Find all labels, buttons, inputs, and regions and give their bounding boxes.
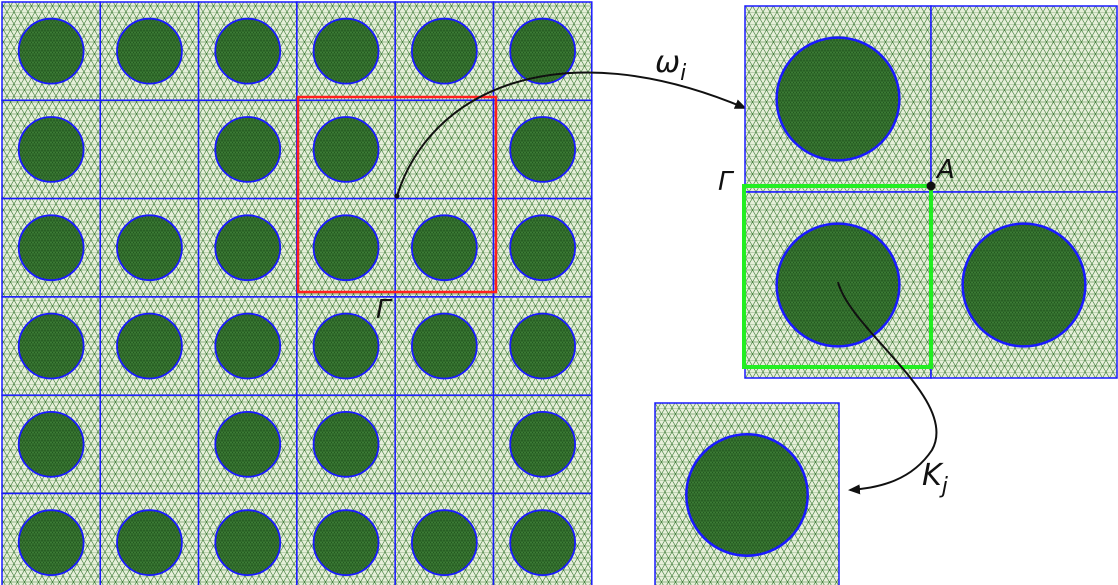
inclusion-circle <box>509 312 576 380</box>
cell-background <box>394 394 495 495</box>
inclusion-circle <box>312 17 380 85</box>
k-label: Kj <box>922 458 949 499</box>
inclusion-circle <box>312 312 380 380</box>
inclusion-circle <box>961 222 1087 348</box>
inclusion-circle <box>312 116 380 183</box>
inclusion-circle <box>411 214 478 282</box>
grid-cell-r1-c3 <box>296 99 396 200</box>
point-a-marker <box>926 181 936 191</box>
grid-cell-r0-c4 <box>394 1 495 102</box>
grid-cell-r2-c5 <box>492 197 593 298</box>
grid-cell-r0-c2 <box>197 1 298 102</box>
grid-cell-r4-c3 <box>296 394 396 495</box>
grid-cell-r0-c0 <box>1 1 102 102</box>
inclusion-circle <box>775 36 901 162</box>
cell-background <box>99 394 200 495</box>
fine-cell <box>654 402 840 585</box>
patch-cell-r0-c1 <box>930 5 1118 193</box>
patch-cell-r0-c0 <box>744 5 932 193</box>
grid-cell-r4-c2 <box>197 394 298 495</box>
grid-cell-r4-c4 <box>394 394 495 495</box>
zoomed-patch <box>744 5 1118 379</box>
inclusion-circle <box>411 17 478 85</box>
grid-cell-r5-c4 <box>394 492 495 585</box>
inclusion-circle <box>116 17 183 85</box>
grid-cell-r3-c2 <box>197 296 298 396</box>
inclusion-circle <box>116 509 183 576</box>
inclusion-circle <box>509 214 576 282</box>
inclusion-circle <box>17 17 85 85</box>
grid-cell-r0-c1 <box>99 1 200 102</box>
grid-cell-r2-c2 <box>197 197 298 298</box>
grid-cell-r1-c4 <box>394 99 495 200</box>
patch-cell-r1-c1 <box>930 191 1118 379</box>
inclusion-circle <box>116 312 183 380</box>
grid-cell-r3-c0 <box>1 296 102 396</box>
cell-background <box>930 5 1118 193</box>
inclusion-circle <box>509 411 576 478</box>
grid-cell-r5-c5 <box>492 492 593 585</box>
grid-cell-r0-c3 <box>296 1 396 102</box>
cell-background <box>394 99 495 200</box>
inclusion-circle <box>17 411 85 478</box>
grid-cell-r3-c5 <box>492 296 593 396</box>
inclusion-circle <box>17 509 85 576</box>
inclusion-circle <box>214 17 282 85</box>
inclusion-circle <box>214 116 282 183</box>
inclusion-circle <box>509 509 576 576</box>
omega-label: ωi <box>655 45 686 86</box>
inclusion-circle <box>685 433 809 557</box>
grid-cell-r0-c5 <box>492 1 593 102</box>
inclusion-circle <box>17 312 85 380</box>
inclusion-circle <box>214 509 282 576</box>
inclusion-circle <box>411 312 478 380</box>
grid-cell-r2-c1 <box>99 197 200 298</box>
gamma-label-left: Γ <box>376 295 393 325</box>
inclusion-circle <box>17 214 85 282</box>
grid-cell-r2-c3 <box>296 197 396 298</box>
inclusion-circle <box>509 116 576 183</box>
inclusion-circle <box>214 312 282 380</box>
inclusion-circle <box>116 214 183 282</box>
point-a-label: A <box>935 155 955 185</box>
coarse-grid <box>1 1 593 585</box>
selected-subdomain-highlight <box>296 95 498 294</box>
inclusion-circle <box>214 411 282 478</box>
inclusion-circle <box>312 214 380 282</box>
grid-cell-r3-c3 <box>296 296 396 396</box>
inclusion-circle <box>312 411 380 478</box>
grid-cell-r2-c0 <box>1 197 102 298</box>
grid-cell-r5-c0 <box>1 492 102 585</box>
grid-cell-r5-c1 <box>99 492 200 585</box>
grid-cell-r1-c1 <box>99 99 200 200</box>
grid-cell-r5-c2 <box>197 492 298 585</box>
inclusion-circle <box>411 509 478 576</box>
k-arrow <box>837 281 938 495</box>
inclusion-circle <box>17 116 85 183</box>
grid-cell-r4-c5 <box>492 394 593 495</box>
grid-cell-r3-c4 <box>394 296 495 396</box>
grid-cell-r1-c5 <box>492 99 593 200</box>
inclusion-circle <box>312 509 380 576</box>
fine-cell-highlight <box>742 184 933 369</box>
inclusion-circle <box>509 17 576 85</box>
omega-arrow <box>396 71 747 197</box>
grid-cell-r4-c1 <box>99 394 200 495</box>
grid-cell-r4-c0 <box>1 394 102 495</box>
grid-cell-r1-c0 <box>1 99 102 200</box>
inclusion-circle <box>214 214 282 282</box>
grid-cell-r5-c3 <box>296 492 396 585</box>
arrow-origin-dot <box>394 193 400 199</box>
grid-cell-r3-c1 <box>99 296 200 396</box>
single-fine-cell <box>654 402 840 585</box>
grid-cell-r2-c4 <box>394 197 495 298</box>
cell-background <box>99 99 200 200</box>
gamma-label-patch: Γ <box>718 167 735 197</box>
grid-cell-r1-c2 <box>197 99 298 200</box>
